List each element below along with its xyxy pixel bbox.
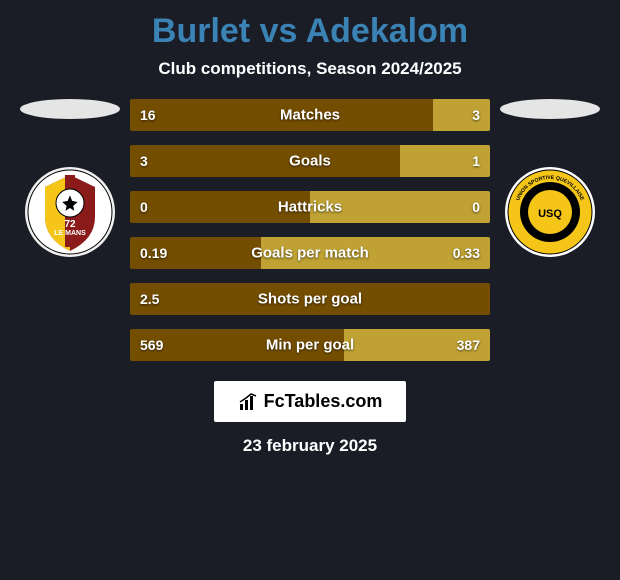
chart-icon <box>238 392 258 412</box>
infographic-container: Burlet vs Adekalom Club competitions, Se… <box>0 0 620 580</box>
club-badge-left: LE MANS 72 <box>25 167 115 257</box>
site-name: FcTables.com <box>264 391 383 412</box>
stat-label: Matches <box>280 107 340 124</box>
stat-value-right: 0 <box>472 199 480 215</box>
subtitle: Club competitions, Season 2024/2025 <box>158 59 461 79</box>
stat-label: Min per goal <box>266 337 354 354</box>
right-column: USQ UNION SPORTIVE QUEVILLAISE <box>490 97 610 257</box>
stat-value-right: 1 <box>472 153 480 169</box>
player2-name: Adekalom <box>306 12 469 50</box>
stat-label: Shots per goal <box>258 291 362 308</box>
stat-value-left: 569 <box>140 337 163 353</box>
stat-bar: Hattricks 0 0 <box>130 191 490 223</box>
stat-value-left: 0 <box>140 199 148 215</box>
stat-value-right: 3 <box>472 107 480 123</box>
footer-date: 23 february 2025 <box>243 436 377 456</box>
stat-bar: Min per goal 569 387 <box>130 329 490 361</box>
lemans-badge-icon: LE MANS 72 <box>27 169 113 255</box>
svg-text:USQ: USQ <box>538 208 562 220</box>
player1-avatar <box>20 99 120 119</box>
stat-bar: Goals 3 1 <box>130 145 490 177</box>
player1-name: Burlet <box>152 12 250 50</box>
svg-text:72: 72 <box>64 219 76 230</box>
site-logo: FcTables.com <box>214 381 407 422</box>
svg-text:LE MANS: LE MANS <box>54 230 86 237</box>
quevilly-badge-icon: USQ UNION SPORTIVE QUEVILLAISE <box>507 169 593 255</box>
bar-segment-left <box>130 145 400 177</box>
stat-value-left: 16 <box>140 107 156 123</box>
stats-column: Matches 16 3 Goals 3 1 Hattricks 0 0 Goals per ma… <box>130 97 490 361</box>
club-badge-right: USQ UNION SPORTIVE QUEVILLAISE <box>505 167 595 257</box>
stat-value-right: 387 <box>457 337 480 353</box>
stat-value-left: 3 <box>140 153 148 169</box>
left-column: LE MANS 72 <box>10 97 130 257</box>
stat-bar: Shots per goal 2.5 <box>130 283 490 315</box>
stat-value-left: 2.5 <box>140 291 159 307</box>
page-title: Burlet vs Adekalom <box>152 12 468 51</box>
stat-value-right: 0.33 <box>453 245 480 261</box>
stat-label: Goals <box>289 153 331 170</box>
stat-label: Hattricks <box>278 199 342 216</box>
stat-bar: Matches 16 3 <box>130 99 490 131</box>
vs-text: vs <box>260 12 298 50</box>
main-row: LE MANS 72 Matches 16 3 Goals 3 1 Hattricks 0 0 G… <box>0 97 620 361</box>
bar-segment-right <box>433 99 490 131</box>
stat-value-left: 0.19 <box>140 245 167 261</box>
stat-bar: Goals per match 0.19 0.33 <box>130 237 490 269</box>
player2-avatar <box>500 99 600 119</box>
stat-label: Goals per match <box>251 245 369 262</box>
